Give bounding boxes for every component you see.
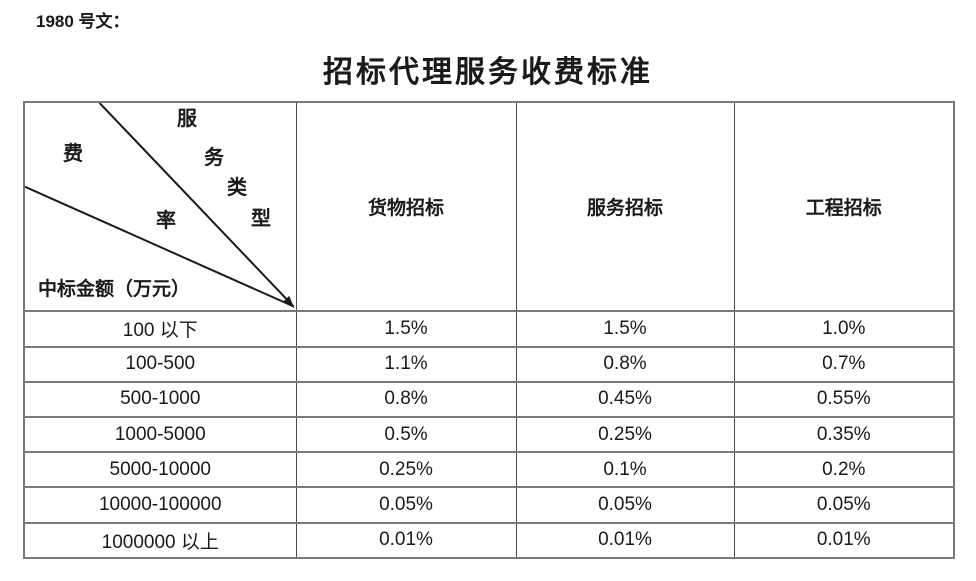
rate-cell: 0.35% [733,416,955,454]
diagonal-lines-icon [25,103,295,309]
corner-label-service-type-char: 类 [227,177,247,199]
table-row: 1000-5000 0.5% 0.25% 0.35% [23,416,955,454]
amount-range-cell: 1000000 以上 [23,521,297,560]
rate-cell: 0.05% [733,486,955,524]
amount-range-cell: 10000-100000 [23,486,297,524]
page-title: 招标代理服务收费标准 [323,56,653,89]
corner-label-service-type-char: 型 [251,208,271,230]
column-header-service: 服务招标 [515,100,735,313]
table-row: 500-1000 0.8% 0.45% 0.55% [23,380,955,419]
rate-cell: 0.01% [515,521,735,560]
column-header-engineering: 工程招标 [733,100,955,313]
column-header-goods: 货物招标 [295,100,517,313]
corner-label-service-type-char: 务 [204,147,224,169]
corner-label-fee-char: 费 [63,143,83,165]
amount-range-cell: 100 以下 [23,310,297,348]
rate-cell: 0.05% [295,486,517,524]
table-row: 10000-100000 0.05% 0.05% 0.05% [23,486,955,524]
rate-cell: 0.8% [295,380,517,419]
rate-cell: 1.5% [515,310,735,348]
amount-range-cell: 500-1000 [23,380,297,419]
rate-cell: 0.5% [295,416,517,454]
amount-range-cell: 5000-10000 [23,451,297,489]
amount-range-cell: 100-500 [23,345,297,383]
arrowhead-icon [283,295,295,309]
rate-cell: 0.45% [515,380,735,419]
rate-cell: 0.05% [515,486,735,524]
rate-cell: 0.01% [733,521,955,560]
rate-cell: 1.5% [295,310,517,348]
amount-range-cell: 1000-5000 [23,416,297,454]
rate-cell: 0.1% [515,451,735,489]
rate-cell: 0.2% [733,451,955,489]
rate-cell: 0.55% [733,380,955,419]
rate-cell: 0.01% [295,521,517,560]
doc-number: 1980 号文： [36,12,130,31]
rate-cell: 0.8% [515,345,735,383]
corner-label-rate-char: 率 [156,210,176,232]
fee-standard-table: 服 务 类 型 费 率 中标金额（万元） 货物招标 服务招标 工程招标 100 … [23,100,955,560]
corner-label-amount: 中标金额（万元） [38,279,191,300]
rate-cell: 0.7% [733,345,955,383]
table-header-row: 服 务 类 型 费 率 中标金额（万元） 货物招标 服务招标 工程招标 [23,100,955,313]
table-row: 100-500 1.1% 0.8% 0.7% [23,345,955,383]
rate-cell: 0.25% [515,416,735,454]
table-row: 1000000 以上 0.01% 0.01% 0.01% [23,521,955,560]
table-row: 100 以下 1.5% 1.5% 1.0% [23,310,955,348]
rate-cell: 1.1% [295,345,517,383]
table-row: 5000-10000 0.25% 0.1% 0.2% [23,451,955,489]
diagonal-header-cell: 服 务 类 型 费 率 中标金额（万元） [23,100,297,313]
corner-label-service-type-char: 服 [177,108,197,130]
rate-cell: 1.0% [733,310,955,348]
rate-cell: 0.25% [295,451,517,489]
